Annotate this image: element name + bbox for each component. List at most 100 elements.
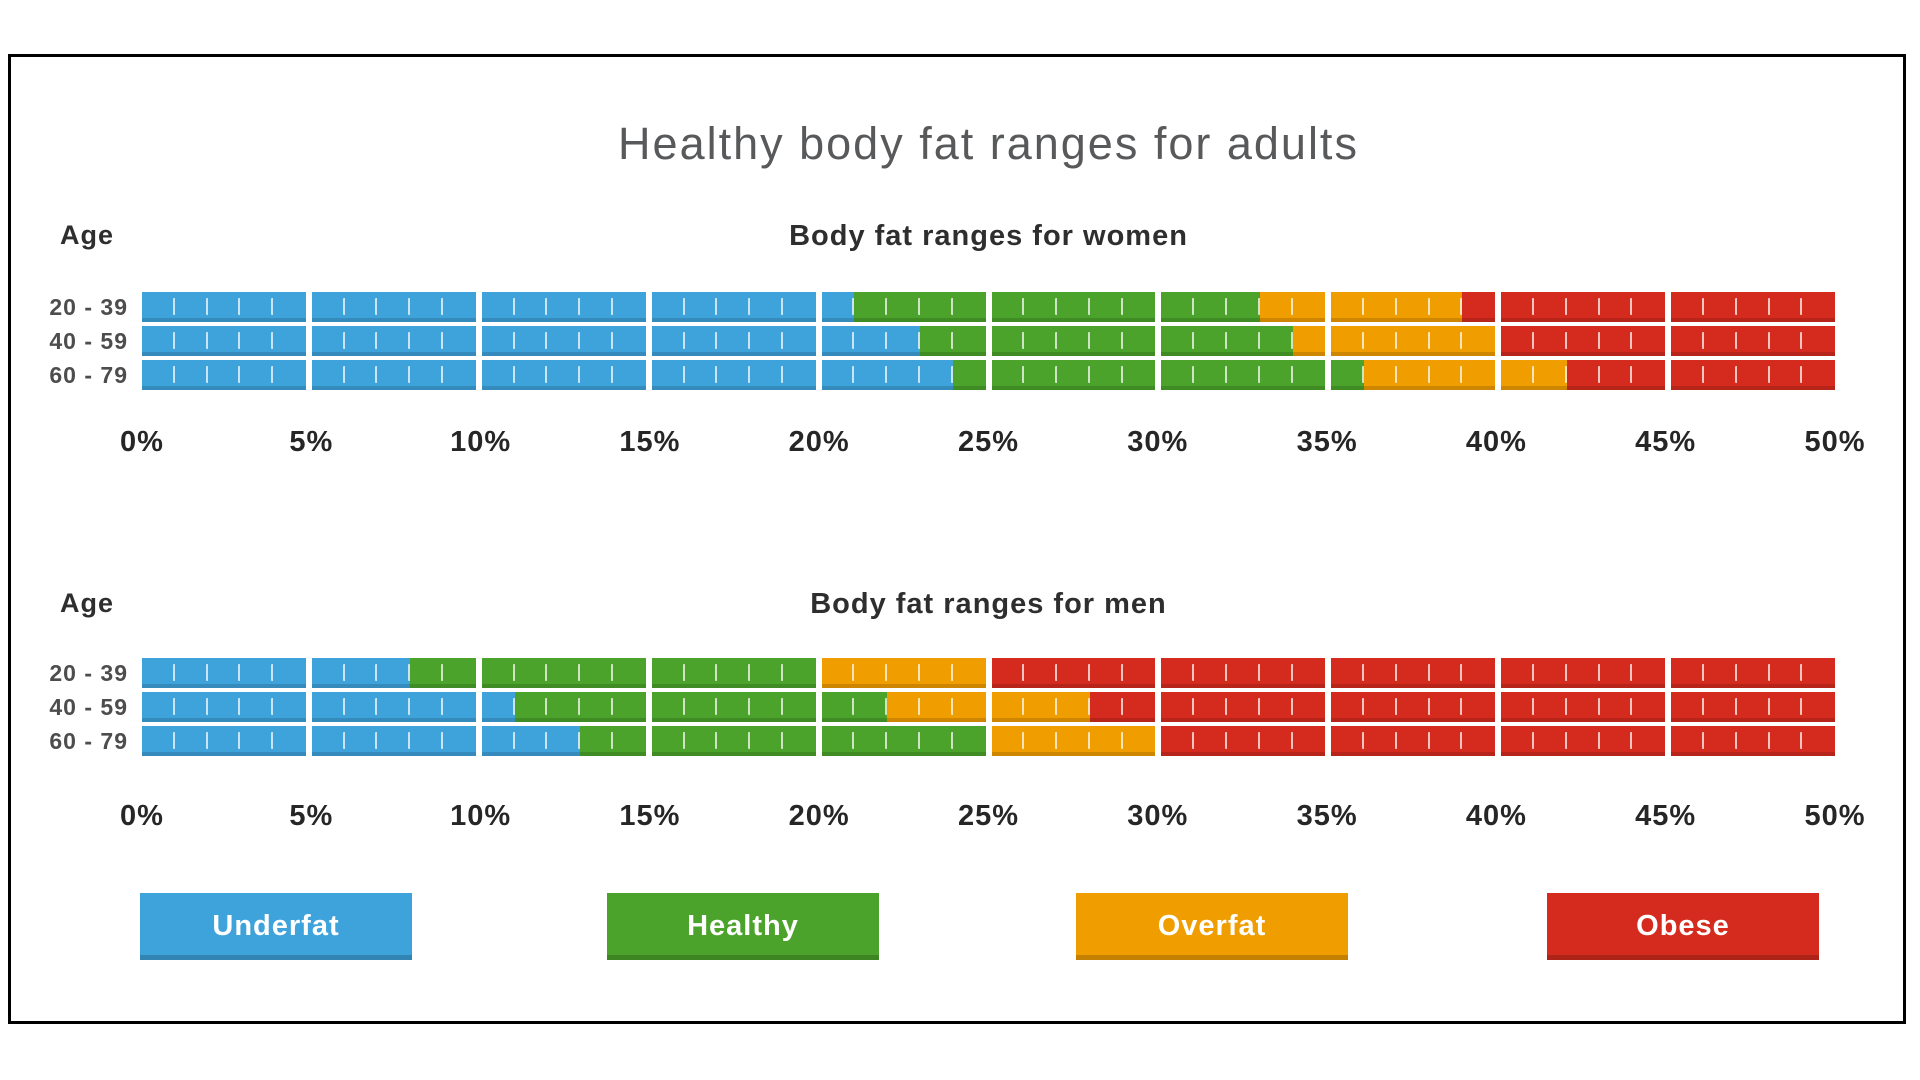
bar-segment: [651, 692, 686, 722]
segment-tick: [1362, 366, 1366, 383]
bar-segment: [142, 658, 176, 688]
bar-segment: [1259, 658, 1294, 688]
bar-segment: [481, 360, 516, 390]
bar-segment: [1194, 326, 1228, 356]
bar-segment: [952, 692, 986, 722]
segment-tick: [1630, 298, 1634, 315]
bar-segment: [273, 326, 306, 356]
bar-segment: [273, 692, 306, 722]
bar-segment: [651, 292, 686, 322]
segment-tick: [1120, 664, 1124, 681]
segment-tick: [885, 664, 889, 681]
bar-track: [142, 292, 1836, 322]
bar-segment: [750, 292, 784, 322]
bar-segment: [580, 692, 614, 722]
segment-tick: [682, 732, 686, 749]
bar-segment: [481, 726, 516, 756]
bar-segment: [1122, 360, 1156, 390]
segment-tick: [408, 732, 412, 749]
segment-tick: [1767, 298, 1771, 315]
bar-segment: [1802, 692, 1836, 722]
bar-segment: [1057, 326, 1091, 356]
axis-tick-label: 5%: [289, 426, 334, 458]
bar-segment: [1089, 292, 1124, 322]
axis-tick-label: 45%: [1635, 800, 1697, 832]
bar-segment: [1429, 292, 1464, 322]
bar-segment: [1632, 726, 1666, 756]
segment-tick: [1257, 366, 1261, 383]
bar-segment: [1462, 360, 1496, 390]
segment-tick: [610, 298, 614, 315]
bar-segment: [1671, 726, 1705, 756]
bar-segment: [481, 692, 516, 722]
bar-segment: [514, 658, 549, 688]
bar-segment: [1122, 658, 1156, 688]
segment-tick: [715, 664, 719, 681]
bar-segment: [207, 692, 242, 722]
bar-segment: [174, 658, 209, 688]
segment-tick: [1225, 332, 1228, 349]
segment-tick: [1532, 332, 1536, 349]
segment-tick: [1087, 366, 1091, 383]
bar-segment: [1331, 292, 1366, 322]
axis-tick-label: 50%: [1804, 800, 1866, 832]
bar-segment: [1632, 360, 1666, 390]
segment-tick: [1532, 732, 1536, 749]
bar-segment: [1703, 360, 1738, 390]
bar-segment: [1462, 658, 1496, 688]
segment-tick: [1734, 298, 1738, 315]
bar-segment: [443, 658, 476, 688]
segment-tick: [1460, 298, 1464, 315]
segment-tick: [441, 332, 445, 349]
segment-tick: [512, 298, 516, 315]
bar-segment: [1703, 292, 1738, 322]
segment-tick: [1120, 698, 1124, 715]
segment-tick: [205, 698, 209, 715]
bar-segment: [1632, 658, 1666, 688]
segment-tick: [1800, 332, 1804, 349]
segment-tick: [1701, 332, 1705, 349]
segment-tick: [271, 698, 275, 715]
axis-tick-label: 30%: [1127, 800, 1189, 832]
segment-tick: [375, 732, 379, 749]
segment-tick: [852, 366, 856, 383]
segment-tick: [271, 664, 275, 681]
bar-segment: [887, 692, 921, 722]
bar-segment: [1566, 692, 1601, 722]
segment-tick: [1022, 698, 1026, 715]
bar-segment: [514, 292, 549, 322]
segment-tick: [1597, 732, 1601, 749]
segment-tick: [950, 366, 954, 383]
segment-tick: [1290, 664, 1294, 681]
bar-segment: [207, 726, 242, 756]
segment-tick: [1734, 332, 1738, 349]
segment-tick: [238, 366, 242, 383]
women-x-axis: 0% 5% 10% 15% 20% 25% 30% 35% 40% 45% 50%: [120, 426, 1864, 466]
segment-tick: [1394, 332, 1398, 349]
segment-tick: [205, 732, 209, 749]
segment-tick: [172, 298, 176, 315]
segment-tick: [1120, 298, 1124, 315]
segment-tick: [610, 732, 614, 749]
bar-segment: [547, 692, 582, 722]
segment-tick: [1597, 332, 1601, 349]
bar-segment: [1364, 692, 1398, 722]
segment-tick: [375, 698, 379, 715]
bar-segment: [443, 360, 476, 390]
segment-tick: [172, 664, 176, 681]
bar-segment: [1396, 292, 1431, 322]
bar-segment: [782, 292, 816, 322]
bar-segment: [514, 726, 549, 756]
legend-button-underfat: Underfat: [140, 893, 412, 960]
segment-tick: [205, 332, 209, 349]
bar-segment: [1429, 726, 1464, 756]
chart-border-frame: [8, 54, 1906, 1024]
segment-tick: [342, 332, 346, 349]
segment-tick: [342, 698, 346, 715]
segment-tick: [342, 366, 346, 383]
bar-segment: [443, 726, 476, 756]
bar-segment: [273, 726, 306, 756]
bar-segment: [344, 692, 379, 722]
segment-tick: [441, 366, 445, 383]
segment-tick: [1630, 664, 1634, 681]
